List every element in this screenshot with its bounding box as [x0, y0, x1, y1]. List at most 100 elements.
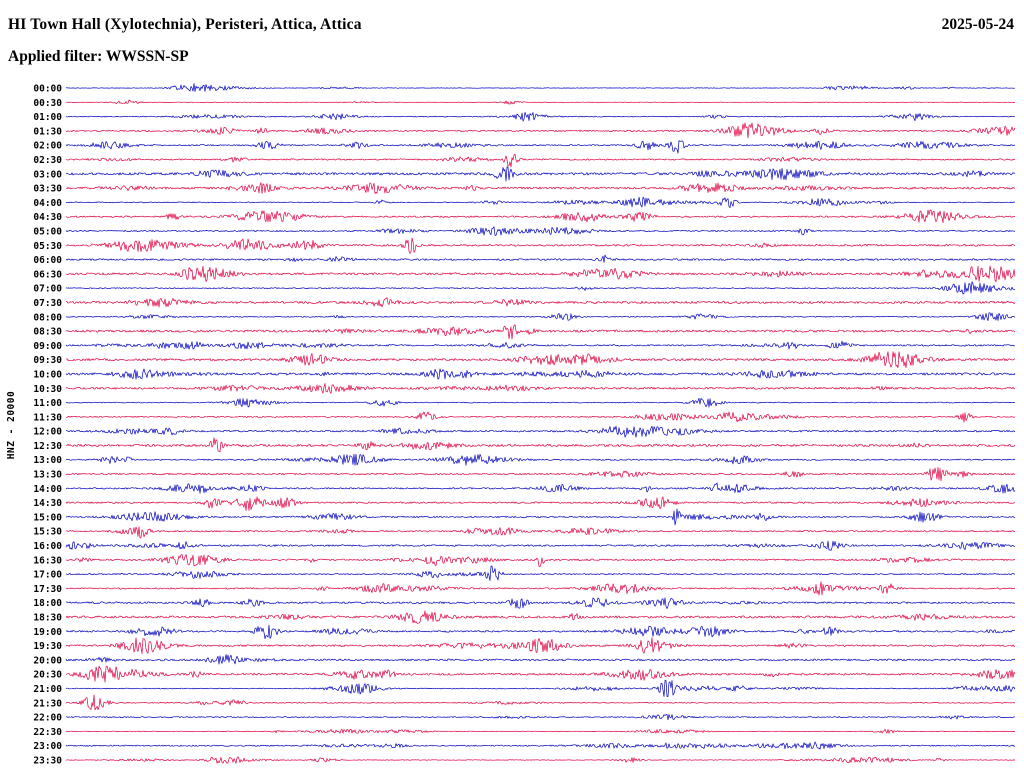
seismogram-trace-row: [65, 554, 1016, 567]
row-time-label: 11:00: [33, 398, 62, 409]
seismogram-trace-row: [65, 714, 1016, 721]
row-time-label: 21:00: [33, 684, 62, 695]
seismogram-trace-row: [65, 83, 1016, 92]
seismogram-trace-row: [65, 597, 1016, 609]
seismogram-trace-row: [65, 437, 1016, 453]
seismogram-trace-row: [66, 196, 1016, 208]
row-time-label: 20:30: [33, 670, 62, 681]
row-time-label: 02:00: [33, 141, 62, 152]
seismogram-trace-row: [65, 565, 1016, 581]
seismogram-trace-row: [65, 340, 1016, 350]
row-time-label: 00:00: [33, 84, 62, 95]
seismogram-trace-row: [65, 526, 1016, 539]
row-time-label: 01:00: [33, 112, 62, 123]
row-time-label: 16:00: [33, 541, 62, 552]
row-time-label: 07:00: [33, 284, 62, 295]
seismogram-trace-row: [65, 324, 1016, 340]
seismogram-trace-row: [65, 756, 1016, 764]
seismogram-trace-row: [65, 122, 1016, 139]
seismogram-trace-row: [66, 397, 1016, 408]
filter-label: Applied filter: WWSSN-SP: [8, 48, 189, 65]
seismogram-trace-row: [65, 453, 1016, 466]
seismogram-trace-row: [65, 540, 1016, 551]
seismogram-trace-row: [65, 209, 1016, 224]
row-time-label: 22:00: [33, 713, 62, 724]
row-time-label: 10:30: [33, 384, 62, 395]
seismogram-trace-row: [65, 166, 1016, 182]
row-time-label: 09:30: [33, 355, 62, 366]
seismogram-trace-row: [65, 237, 1016, 254]
row-time-label: 23:30: [33, 756, 62, 767]
seismogram-trace-row: [65, 383, 1016, 394]
seismogram-trace-row: [65, 610, 1016, 624]
row-time-label: 07:30: [33, 298, 62, 309]
seismogram-trace-row: [65, 581, 1016, 596]
row-time-label: 15:00: [33, 512, 62, 523]
row-time-label: 08:00: [33, 312, 62, 323]
row-time-label: 14:30: [33, 498, 62, 509]
seismogram-trace-row: [65, 265, 1016, 283]
row-time-label: 13:30: [33, 470, 62, 481]
seismogram-trace-row: [65, 624, 1015, 640]
station-title: HI Town Hall (Xylotechnia), Peristeri, A…: [8, 16, 362, 33]
seismogram-trace-row: [65, 741, 1016, 750]
seismogram-trace-row: [65, 466, 1016, 482]
seismogram-trace-row: [65, 728, 1015, 734]
row-time-label: 18:00: [33, 598, 62, 609]
seismogram-trace-row: [65, 226, 1016, 236]
row-time-label: 02:30: [33, 155, 62, 166]
row-time-label: 17:30: [33, 584, 62, 595]
seismogram-trace-row: [65, 99, 1016, 105]
row-time-label: 09:00: [33, 341, 62, 352]
seismogram-trace-row: [65, 637, 1016, 654]
row-time-label: 05:30: [33, 241, 62, 252]
seismogram-trace-row: [65, 312, 1016, 322]
row-time-label: 01:30: [33, 126, 62, 137]
row-time-label: 06:00: [33, 255, 62, 266]
row-time-label: 11:30: [33, 412, 62, 423]
seismogram-trace-row: [65, 153, 1016, 168]
row-time-label: 03:00: [33, 169, 62, 180]
row-time-label: 22:30: [33, 727, 62, 738]
row-time-label: 00:30: [33, 98, 62, 109]
row-time-label: 14:00: [33, 484, 62, 495]
row-time-label: 21:30: [33, 698, 62, 709]
seismogram-trace-row: [65, 665, 1016, 683]
row-time-label: 23:00: [33, 741, 62, 752]
seismogram-trace-row: [65, 351, 1016, 369]
row-time-label: 17:00: [33, 570, 62, 581]
row-time-label: 04:00: [33, 198, 62, 209]
seismogram-trace-row: [65, 425, 1016, 438]
seismogram-trace-row: [65, 368, 1016, 380]
row-time-label: 04:30: [33, 212, 62, 223]
row-time-label: 03:30: [33, 184, 62, 195]
row-time-label: 10:00: [33, 370, 62, 381]
row-time-label: 16:30: [33, 555, 62, 566]
row-time-label: 06:30: [33, 269, 62, 280]
seismogram-trace-row: [65, 680, 1016, 697]
row-time-label: 18:30: [33, 613, 62, 624]
seismogram-trace-row: [65, 694, 1016, 711]
seismogram-trace-row: [65, 182, 1016, 194]
seismogram-trace-row: [65, 111, 1016, 122]
seismogram-trace-row: [65, 281, 1016, 295]
row-time-label: 15:30: [33, 527, 62, 538]
row-time-label: 12:00: [33, 427, 62, 438]
row-time-label: 19:30: [33, 641, 62, 652]
row-time-label: 12:30: [33, 441, 62, 452]
seismogram-trace-row: [65, 508, 1015, 526]
seismogram-trace-row: [65, 496, 1016, 511]
row-time-label: 13:00: [33, 455, 62, 466]
seismogram-trace-row: [65, 654, 1016, 665]
date-label: 2025-05-24: [941, 16, 1014, 33]
row-time-label: 08:30: [33, 327, 62, 338]
row-time-label: 20:00: [33, 655, 62, 666]
row-time-label: 05:00: [33, 227, 62, 238]
seismogram-trace-row: [65, 140, 1016, 154]
row-time-label: 19:00: [33, 627, 62, 638]
seismogram-trace-row: [65, 254, 1016, 263]
seismogram-trace-row: [65, 411, 1016, 423]
seismogram-trace-row: [65, 297, 1016, 308]
seismogram-trace-row: [65, 482, 1016, 494]
